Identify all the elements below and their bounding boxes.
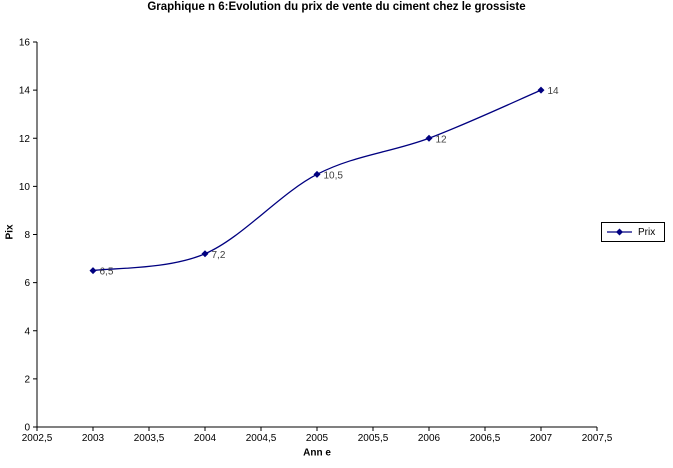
y-tick-label: 10 [19, 182, 31, 193]
y-tick-label: 6 [24, 278, 30, 289]
y-tick-label: 8 [24, 230, 30, 241]
data-point-label: 10,5 [324, 170, 344, 181]
y-tick-label: 2 [24, 374, 30, 385]
data-point-label: 6,5 [100, 267, 114, 278]
data-point-marker [537, 86, 545, 94]
y-tick-label: 14 [19, 86, 31, 97]
legend: Prix [601, 222, 665, 242]
legend-series-marker-icon [607, 228, 632, 236]
x-tick-label: 2006,5 [470, 433, 501, 444]
y-axis-title: Pix [4, 224, 16, 240]
data-point-label: 7,2 [212, 250, 226, 261]
data-point-label: 12 [436, 134, 448, 145]
x-tick-label: 2005,5 [358, 433, 389, 444]
series-line [92, 89, 542, 272]
data-point-marker [89, 267, 97, 275]
x-tick-label: 2004,5 [246, 433, 277, 444]
x-tick-label: 2005 [306, 433, 329, 444]
data-point-marker [425, 134, 433, 142]
x-tick-label: 2004 [194, 433, 217, 444]
x-tick-label: 2003,5 [134, 433, 165, 444]
x-axis-title: Ann e [303, 447, 331, 459]
legend-label: Prix [638, 226, 656, 238]
y-tick-label: 4 [24, 326, 30, 337]
x-tick-label: 2002,5 [22, 433, 53, 444]
x-tick-label: 2006 [418, 433, 441, 444]
axis-lines [36, 42, 597, 428]
x-tick-label: 2007,5 [582, 433, 613, 444]
x-tick-label: 2003 [82, 433, 105, 444]
y-tick-label: 0 [24, 423, 30, 434]
data-point-label: 14 [548, 86, 560, 97]
chart-title: Graphique n 6:Evolution du prix de vente… [147, 1, 526, 13]
y-tick-label: 16 [19, 38, 31, 49]
x-tick-label: 2007 [530, 433, 553, 444]
y-tick-label: 12 [19, 134, 31, 145]
data-point-marker [313, 170, 321, 178]
legend-diamond-icon [616, 228, 623, 236]
data-point-marker [201, 250, 209, 258]
